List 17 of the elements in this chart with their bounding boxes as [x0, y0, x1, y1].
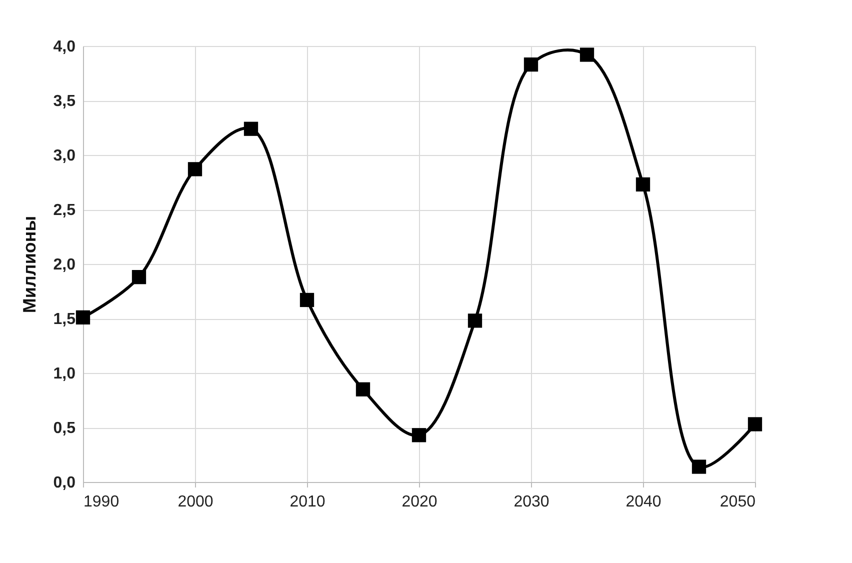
y-axis-title: Миллионы: [19, 216, 40, 314]
x-tick-label: 2000: [178, 494, 214, 510]
x-tick-label: 2050: [720, 494, 756, 510]
y-tick-label: 2,5: [53, 202, 76, 219]
y-tick-label: 3,0: [53, 148, 76, 164]
y-tick-label: 0,5: [53, 420, 76, 437]
x-tick-label: 2020: [402, 494, 438, 510]
y-tick-label: 3,5: [53, 93, 76, 110]
y-tick-label: 4,0: [53, 38, 76, 56]
y-tick-label: 1,5: [53, 311, 76, 328]
y-tick-label: 0,0: [53, 474, 76, 492]
x-tick-label: 2010: [290, 494, 326, 510]
x-tick-label: 1990: [84, 494, 120, 510]
y-tick-label: 2,0: [53, 256, 76, 274]
y-tick-label: 1,0: [53, 366, 76, 382]
x-tick-label: 2040: [626, 494, 662, 510]
x-tick-label: 2030: [514, 494, 550, 510]
